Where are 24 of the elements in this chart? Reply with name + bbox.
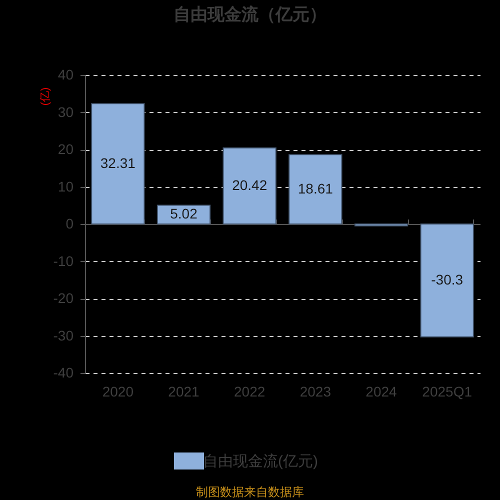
x-tick-label: 2025Q1 [422,384,472,400]
data-label: 5.02 [170,206,198,222]
text: 制图数据来自数据库 [196,485,304,499]
y-tick-label: 0 [66,216,74,232]
y-tick-label: -20 [53,290,74,306]
y-tick-label: 10 [58,178,74,194]
y-tick-label: 30 [58,104,74,120]
y-tick-label: 40 [58,66,74,82]
chart-title: 自由现金流（亿元） [174,5,326,24]
y-axis-title: (亿) [40,87,52,106]
data-label: -30.3 [431,271,464,288]
x-tick-label: 2024 [366,384,398,400]
data-label: 32.31 [100,154,136,171]
x-tick-label: 2021 [168,384,200,400]
x-tick-label: 2022 [234,384,266,400]
y-tick-label: -30 [53,327,74,344]
data-label: 20.42 [232,176,268,193]
y-tick-label: 20 [58,141,74,157]
x-tick-label: 2020 [102,384,134,400]
x-tick-label: 2023 [300,384,332,400]
y-tick-label: -10 [53,252,74,269]
y-tick-label: -40 [53,364,74,380]
data-label: 18.61 [298,180,334,196]
legend-label: 自由现金流(亿元) [203,453,318,470]
